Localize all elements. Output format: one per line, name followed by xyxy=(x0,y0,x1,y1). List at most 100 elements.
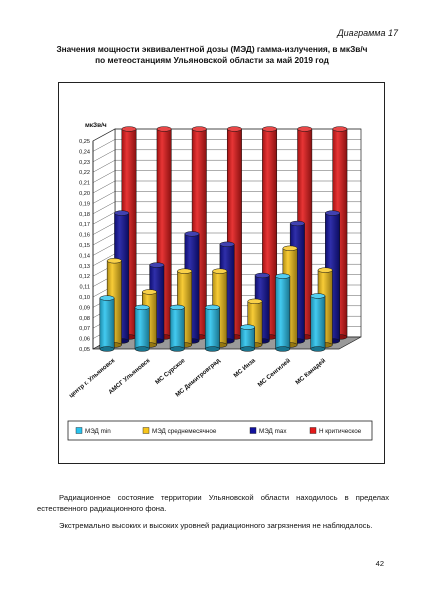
y-tick-label: 0,21 xyxy=(79,181,90,187)
y-tick-label: 0,14 xyxy=(79,253,90,259)
legend-swatch-2 xyxy=(249,427,257,434)
paragraph-1: Радиационное состояние территории Ульяно… xyxy=(37,493,389,513)
y-tick-label: 0,08 xyxy=(79,316,90,322)
y-tick-label: 0,24 xyxy=(79,149,90,155)
gridline-side xyxy=(92,232,116,246)
paragraph-2: Экстремально высоких и высоких уровней р… xyxy=(59,521,373,530)
gridline-side xyxy=(92,243,116,256)
y-axis-label: мкЗв/ч xyxy=(85,122,107,129)
y-tick-label: 0,11 xyxy=(80,285,90,291)
y-tick-label: 0,23 xyxy=(79,160,90,166)
y-tick-label: 0,07 xyxy=(79,326,90,332)
bar-top-3-5 xyxy=(297,126,313,132)
y-tick-label: 0,18 xyxy=(79,212,90,218)
y-tick-label: 0,05 xyxy=(79,347,90,353)
bar-top-3-4 xyxy=(262,126,278,132)
legend-swatch-1 xyxy=(142,427,150,434)
bar-top-0-3 xyxy=(204,304,220,311)
bar-top-2-1 xyxy=(149,262,165,268)
bar-top-2-2 xyxy=(184,231,200,237)
legend-label-0: МЭД min xyxy=(85,428,111,435)
bar-base-0-4 xyxy=(240,346,256,352)
x-tick-label: МС Инза xyxy=(232,357,257,379)
bar-top-1-5 xyxy=(282,245,298,251)
x-tick-label: МС Сенгилей xyxy=(256,357,292,388)
y-tick-label: 0,06 xyxy=(79,337,90,343)
bar-0-3 xyxy=(204,307,220,350)
x-tick-label: МС Канадей xyxy=(294,357,327,386)
gridline-side xyxy=(92,139,116,152)
bar-0-1 xyxy=(134,307,150,350)
chart-plot: 0,05 0,06 0,07 0,08 0,09 0,10 0,11 0,12 0,13 0,14… xyxy=(67,122,373,441)
bar-top-1-1 xyxy=(142,289,157,295)
y-tick-label: 0,16 xyxy=(79,233,90,239)
y-tick-label: 0,13 xyxy=(79,264,90,270)
y-tick-label: 0,20 xyxy=(79,191,90,197)
bar-top-0-6 xyxy=(310,293,326,299)
bar-top-1-0 xyxy=(106,258,122,264)
bar-base-0-5 xyxy=(275,346,291,352)
bar-top-2-5 xyxy=(289,220,305,227)
gridline-side xyxy=(92,253,116,266)
bar-0-2 xyxy=(169,307,185,350)
gridline-side xyxy=(92,222,116,235)
gridline-side xyxy=(92,149,116,162)
bar-top-0-1 xyxy=(134,304,150,311)
y-tick-label: 0,19 xyxy=(79,201,90,207)
bar-top-3-0 xyxy=(121,126,137,132)
bar-top-2-3 xyxy=(219,241,235,247)
bar-top-2-6 xyxy=(325,210,340,216)
bar-base-0-2 xyxy=(169,346,185,352)
bar-top-2-0 xyxy=(114,210,130,216)
gridline-side xyxy=(92,180,116,194)
bar-0-4 xyxy=(240,326,256,350)
body-text: Радиационное состояние территории Ульяно… xyxy=(37,492,389,537)
bar-top-1-4 xyxy=(247,298,263,304)
bar-top-0-2 xyxy=(169,304,185,311)
y-tick-label: 0,10 xyxy=(79,295,90,301)
y-tick-label: 0,09 xyxy=(79,305,90,311)
gridline-side xyxy=(92,160,116,173)
legend-swatch-0 xyxy=(75,427,83,434)
y-tick-label: 0,17 xyxy=(79,222,90,228)
bar-top-1-3 xyxy=(212,268,228,274)
gridline-side xyxy=(92,201,116,214)
bar-top-0-5 xyxy=(275,273,291,279)
gridline-side xyxy=(92,191,116,204)
chart-title-line-2: по метеостанциям Ульяновской области за … xyxy=(95,55,329,65)
gridline-side xyxy=(92,128,116,142)
bar-0-6 xyxy=(310,295,326,350)
x-tick-label: МС Сурское xyxy=(154,357,187,386)
y-tick-label: 0,12 xyxy=(79,274,90,280)
chart-frame: 0,05 0,06 0,07 0,08 0,09 0,10 0,11 0,12 0,13 0,14… xyxy=(58,82,385,464)
gridline-side xyxy=(92,212,116,225)
bar-base-0-1 xyxy=(134,346,150,352)
legend-label-3: Н критическое xyxy=(319,428,362,435)
bar-top-0-4 xyxy=(240,324,256,330)
diagram-number: Диаграмма 17 xyxy=(337,28,398,38)
bar-base-0-6 xyxy=(310,346,326,352)
gridline-side xyxy=(92,170,116,183)
y-tick-label: 0,15 xyxy=(79,243,90,249)
bar-top-0-0 xyxy=(99,295,115,301)
legend-box xyxy=(67,420,373,441)
bar-top-2-4 xyxy=(254,272,270,279)
page-number: 42 xyxy=(375,559,384,568)
bar-top-3-3 xyxy=(226,126,242,132)
bar-top-3-1 xyxy=(156,126,172,132)
bar-top-1-6 xyxy=(317,267,333,273)
chart-title-line-1: Значения мощности эквивалентной дозы (МЭ… xyxy=(56,44,368,54)
legend-label-2: МЭД max xyxy=(259,428,287,435)
bar-base-0-0 xyxy=(99,346,115,352)
legend-label-1: МЭД среднемесячное xyxy=(152,428,217,435)
bar-top-3-2 xyxy=(191,126,207,132)
y-tick-label: 0,25 xyxy=(79,139,90,145)
y-tick-label: 0,22 xyxy=(79,170,90,176)
bar-0-0 xyxy=(99,297,115,350)
bar-0-5 xyxy=(275,275,291,350)
legend-swatch-3 xyxy=(309,427,317,434)
bar-base-0-3 xyxy=(204,346,220,352)
bar-top-3-6 xyxy=(332,126,348,132)
bar-top-1-2 xyxy=(177,268,193,274)
chart-title: Значения мощности эквивалентной дозы (МЭ… xyxy=(40,44,384,66)
